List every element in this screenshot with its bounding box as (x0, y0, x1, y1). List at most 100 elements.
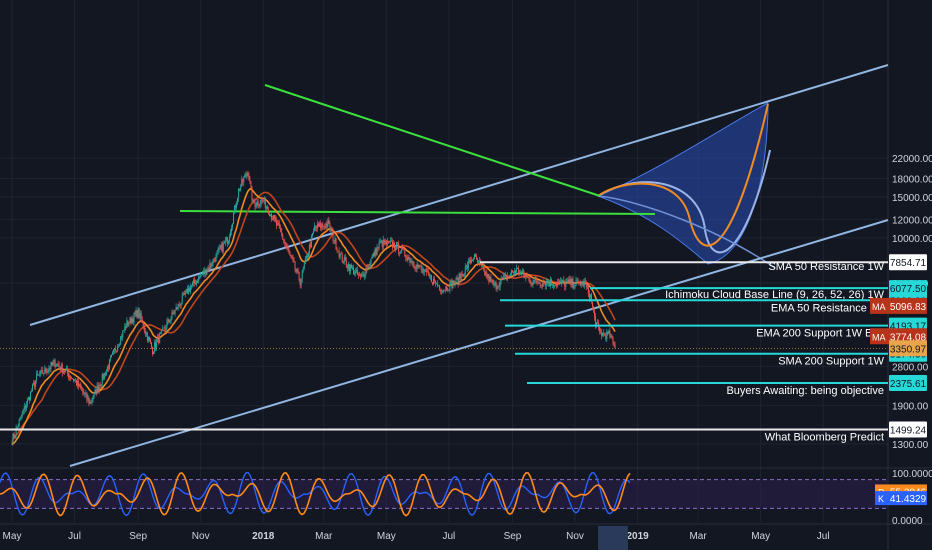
candle (222, 240, 224, 255)
candle (254, 199, 256, 211)
candle-body (293, 260, 295, 262)
candle-body (304, 258, 306, 265)
level-label: What Bloomberg Predict (765, 431, 884, 443)
candle (125, 323, 127, 331)
candle (409, 257, 411, 267)
candle-body (301, 270, 303, 279)
candle (130, 316, 132, 326)
candle (585, 280, 587, 291)
candle-body (430, 275, 432, 283)
candle-body (38, 374, 40, 376)
candle-body (506, 275, 508, 280)
level-label: SMA 200 Support 1W (778, 356, 884, 368)
candle (241, 175, 243, 187)
candle-body (483, 265, 485, 270)
candle-body (516, 267, 518, 273)
candle-body (355, 270, 357, 274)
candle-body (364, 275, 366, 277)
candle-body (428, 274, 430, 277)
projection-pattern (596, 102, 776, 269)
candle (417, 263, 419, 269)
candle-body (458, 273, 460, 285)
candle (188, 285, 190, 292)
candle (493, 279, 495, 289)
candle (570, 276, 572, 288)
candle-body (605, 334, 607, 339)
candle (608, 329, 610, 335)
candle (158, 333, 160, 345)
candle (160, 331, 162, 335)
candlesticks (12, 170, 616, 446)
candle-body (492, 280, 494, 285)
candle-body (401, 247, 403, 253)
candle (42, 366, 44, 375)
candle-body (569, 279, 571, 283)
candle-body (94, 389, 96, 393)
candle-body (195, 282, 197, 285)
candle (400, 250, 402, 255)
candle (418, 264, 420, 269)
candle (459, 272, 461, 281)
candle (187, 284, 189, 295)
candle-body (470, 260, 472, 263)
candle (551, 283, 553, 288)
candle-body (163, 327, 165, 329)
candle (197, 278, 199, 283)
candle-body (69, 376, 71, 379)
candle (56, 363, 58, 367)
candle (404, 248, 406, 257)
candle-body (592, 306, 594, 312)
candle-body (406, 257, 408, 261)
candle (96, 382, 98, 395)
candle-body (562, 279, 564, 284)
candle-body (595, 316, 597, 326)
candle-body (286, 245, 288, 248)
candle (362, 271, 364, 277)
candle-body (182, 293, 184, 296)
candle-body (162, 327, 164, 330)
candle (508, 274, 510, 279)
trendline-upper (29, 64, 889, 326)
candle (363, 271, 365, 278)
candle (226, 236, 228, 248)
candle (84, 392, 86, 398)
candle (485, 271, 487, 278)
candle-body (527, 276, 529, 278)
candle-body (199, 276, 201, 278)
candle-body (431, 282, 433, 285)
candle (14, 434, 16, 440)
candle (238, 187, 240, 202)
candle (559, 279, 561, 286)
candle (535, 275, 537, 284)
candle (110, 354, 112, 358)
candle-body (469, 260, 471, 263)
candle (113, 348, 115, 356)
candle (99, 381, 101, 390)
candle-body (299, 280, 301, 286)
candle-body (40, 370, 42, 375)
ma-fast-line (11, 187, 616, 446)
candle-body (337, 250, 339, 252)
candle-body (100, 384, 102, 386)
candle-body (248, 174, 250, 180)
candle (393, 240, 395, 248)
candle (229, 229, 231, 238)
candle-body (612, 336, 614, 343)
candle-body (138, 308, 140, 318)
candle (325, 222, 327, 230)
candle (135, 306, 137, 317)
candle (600, 328, 602, 335)
candle (463, 272, 465, 278)
candle (382, 235, 384, 252)
candle-body (445, 286, 447, 291)
candle (152, 346, 153, 357)
candle-body (388, 241, 390, 243)
candle (139, 310, 141, 321)
candle (85, 389, 87, 398)
candle (282, 233, 284, 240)
candle (49, 366, 51, 372)
candle-body (325, 223, 327, 228)
candle (277, 219, 279, 226)
candle (51, 361, 53, 367)
